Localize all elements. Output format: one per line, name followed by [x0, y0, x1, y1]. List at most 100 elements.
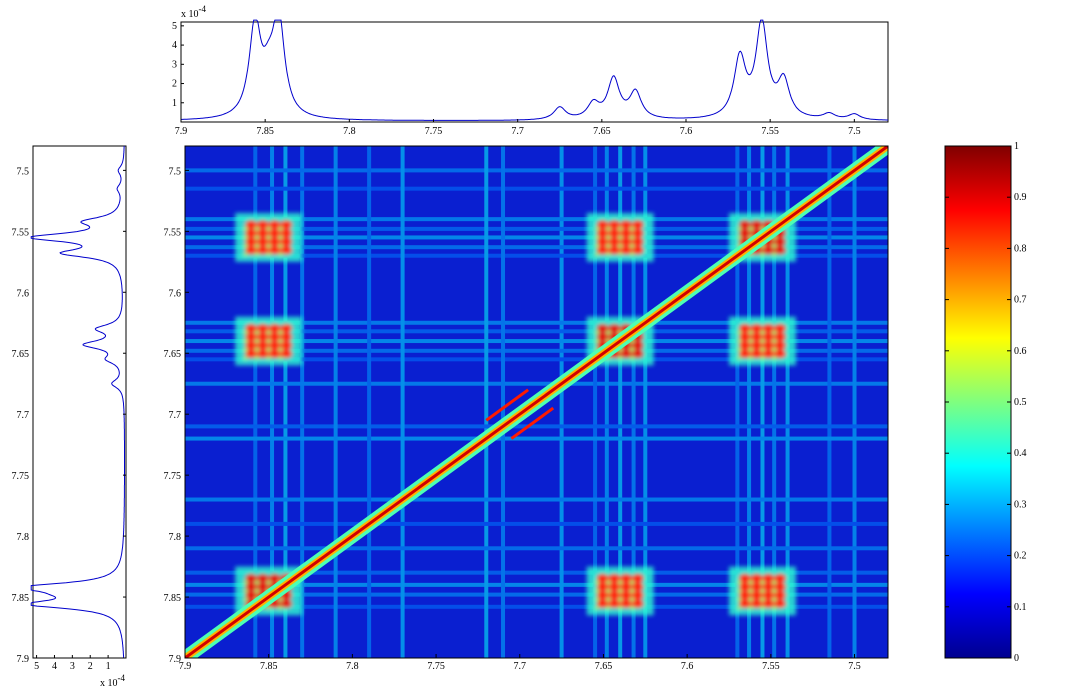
cross-peak-gap [266, 227, 271, 231]
cross-peak-gap [760, 347, 765, 352]
cross-peak-gap [760, 330, 765, 335]
heatmap-stripe [185, 168, 888, 173]
cross-peak-gap [594, 252, 599, 257]
cross-peak-gap [594, 589, 599, 593]
cross-peak-spot [774, 590, 787, 600]
heatmap-stripe [827, 146, 832, 658]
top-y-tick-label: 5 [172, 21, 177, 32]
cross-peak-spot [268, 573, 281, 583]
heatmap-frame [184, 145, 889, 659]
map-x-tick-label: 7.65 [595, 661, 613, 672]
cross-peak-gap [772, 252, 776, 257]
heatmap-stripe [185, 245, 888, 250]
cross-peak-gap [748, 597, 753, 602]
cross-peak-spot [738, 349, 751, 359]
cross-peak-spot [596, 228, 609, 238]
colorbar-tick-label: 0.6 [1014, 346, 1027, 357]
heatmap-stripe [185, 253, 888, 258]
cross-peak-spot [750, 340, 763, 350]
cross-peak-spot [762, 590, 775, 600]
cross-peak-gap [748, 339, 753, 343]
cross-peak-spot [620, 237, 633, 247]
cross-peak-gap [760, 597, 765, 602]
cross-peak-spot [738, 340, 751, 350]
top-y-multiplier: x 10-4 [181, 4, 206, 20]
cross-peak-gap [606, 597, 611, 602]
left-x-tick-label: 4 [52, 661, 57, 672]
cross-peak-gap [606, 589, 611, 593]
heatmap-stripe [300, 146, 305, 658]
cross-peak-spot [620, 599, 633, 609]
cross-peak-gap [278, 244, 283, 248]
cross-peak-gap [630, 244, 634, 248]
heatmap-stripe [604, 146, 609, 658]
heatmap-stripe [631, 146, 636, 658]
top-spectrum-line [180, 19, 888, 121]
cross-peak-gap [606, 606, 611, 610]
cross-peak-spot [631, 340, 644, 350]
cross-peak-gap [760, 580, 765, 585]
cross-peak-spot [608, 220, 621, 230]
cross-peak-gap [760, 252, 765, 257]
cross-peak-spot [245, 237, 258, 247]
cross-peak-gap [772, 356, 776, 360]
cross-peak-spot [268, 340, 281, 350]
cross-peak-spot [774, 582, 787, 592]
cross-peak-gap [760, 589, 765, 593]
cross-peak-spot [596, 573, 609, 583]
heatmap-stripe [484, 146, 489, 658]
cross-peak-spot [762, 332, 775, 342]
cross-peak-gap [243, 244, 248, 248]
cross-peak-gap [630, 580, 634, 585]
cross-peak-gap [618, 597, 622, 602]
cross-peak-spot [245, 349, 258, 359]
cross-peak-spot [750, 599, 763, 609]
cross-peak-spot [256, 332, 269, 342]
top-x-tick-label: 7.8 [343, 126, 356, 137]
cross-peak-spot [268, 349, 281, 359]
top-x-tick-label: 7.6 [680, 126, 693, 137]
cross-peak-gap [748, 606, 753, 610]
heatmap-stripe [185, 186, 888, 191]
cross-peak-gap [618, 580, 622, 585]
colorbar-panel: 0 0.1 0.2 0.3 0.4 0.5 0.6 0.7 0.8 0.9 1 [944, 141, 1027, 664]
cross-peak-gap [618, 589, 622, 593]
top-y-tick-label: 2 [172, 79, 177, 90]
cross-peak-spot [631, 573, 644, 583]
heatmap-stripe [185, 436, 888, 441]
cross-peak-gap [278, 606, 283, 610]
cross-peak-gap [737, 597, 741, 602]
top-spectrum-panel: 7.9 7.85 7.8 7.75 7.7 7.65 7.6 7.55 7.5 1 2 3 4 5 x … [172, 4, 889, 137]
cross-peak-spot [762, 599, 775, 609]
cross-peak-gap [772, 330, 776, 335]
cross-peak-spot [738, 573, 751, 583]
cross-peak-spot [280, 220, 293, 230]
top-x-tick-label: 7.55 [761, 126, 779, 137]
cross-peak-gap [594, 597, 599, 602]
cross-peak-gap [606, 330, 611, 335]
cross-peak-gap [278, 347, 283, 352]
cross-peak-spot [245, 340, 258, 350]
map-y-tick-label: 7.85 [164, 593, 182, 604]
heatmap-stripe [185, 348, 888, 353]
top-x-tick-label: 7.65 [593, 126, 611, 137]
cross-peak-gap [255, 227, 259, 231]
cross-peak-spot [631, 590, 644, 600]
left-y-tick-label: 7.7 [17, 410, 30, 421]
cross-peak-spot [631, 237, 644, 247]
top-x-tick-label: 7.7 [511, 126, 524, 137]
cross-peak-spot [774, 332, 787, 342]
cross-peak-spot [280, 340, 293, 350]
top-x-tick-label: 7.85 [256, 126, 274, 137]
map-y-tick-label: 7.65 [164, 349, 182, 360]
cross-peak-spot [596, 582, 609, 592]
cross-peak-spot [596, 599, 609, 609]
cross-peak-gap [278, 227, 283, 231]
map-y-tick-label: 7.6 [169, 288, 182, 299]
cross-peak-spot [631, 245, 644, 255]
cross-peak-spot [596, 332, 609, 342]
cross-peak-spot [245, 220, 258, 230]
map-x-tick-label: 7.5 [848, 661, 861, 672]
cross-peak-spot [762, 340, 775, 350]
cross-peak-gap [760, 356, 765, 360]
